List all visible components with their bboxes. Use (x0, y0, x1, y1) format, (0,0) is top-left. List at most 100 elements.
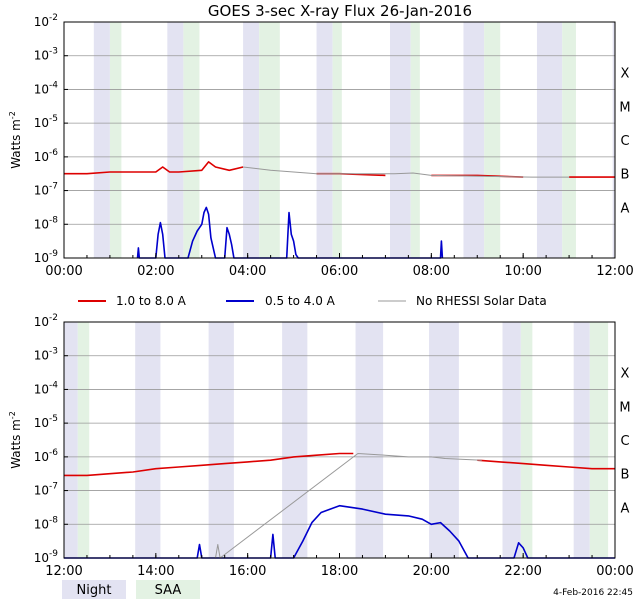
night-band (316, 22, 333, 258)
night-band (135, 322, 161, 558)
flare-class-label: B (621, 168, 630, 183)
y-tick-label: 10-2 (34, 313, 58, 329)
night-swatch (62, 580, 126, 599)
top-panel: 10-2 10-3 10-4 10-5 10-6 10-7 10-8 10-9 00:00 02… (8, 13, 634, 279)
x-tick-label: 00:00 (596, 564, 633, 579)
flare-class-label: C (620, 434, 629, 449)
x-tick-label: 12:00 (596, 264, 633, 279)
night-band (612, 22, 615, 258)
y-axis-label-exp: -2 (8, 411, 17, 419)
y-tick-label: 10-9 (34, 249, 59, 265)
saa-band (332, 22, 342, 258)
flare-class-label: C (620, 134, 629, 149)
x-tick-label: 02:00 (137, 264, 174, 279)
y-tick-label: 10-2 (34, 13, 58, 29)
saa-band (520, 322, 533, 558)
series-line-no-rhessi (215, 453, 482, 559)
flare-class-label: M (619, 100, 630, 115)
night-band (390, 22, 411, 258)
x-tick-label: 08:00 (413, 264, 450, 279)
night-band (208, 322, 234, 558)
top-panel-bands (93, 22, 615, 258)
y-tick-label: 10-8 (34, 515, 59, 531)
y-tick-label: 10-6 (34, 148, 59, 164)
y-tick-label: 10-5 (34, 114, 58, 130)
y-tick-label: 10-8 (34, 215, 59, 231)
x-tick-label: 22:00 (504, 564, 541, 579)
y-tick-label: 10-3 (34, 47, 58, 63)
saa-band (109, 22, 122, 258)
night-band (355, 322, 384, 558)
flare-class-label: X (621, 367, 630, 382)
y-axis-label-exp: -2 (8, 111, 17, 119)
legend-label-long: 1.0 to 8.0 A (116, 294, 187, 308)
night-band (463, 22, 485, 258)
x-tick-label: 20:00 (413, 564, 450, 579)
legend-label-short: 0.5 to 4.0 A (265, 294, 336, 308)
y-tick-label: 10-6 (34, 448, 59, 464)
top-panel-y-axis-label: Watts m-2 (8, 111, 23, 169)
night-label: Night (77, 583, 112, 598)
series-line-long (477, 459, 615, 470)
x-tick-label: 12:00 (45, 564, 82, 579)
y-tick-label: 10-7 (34, 182, 58, 198)
night-band (573, 322, 590, 558)
saa-band (562, 22, 576, 258)
legend-label-no-rhessi: No RHESSI Solar Data (416, 294, 547, 308)
flare-class-label: X (621, 67, 630, 82)
y-tick-label: 10-3 (34, 347, 58, 363)
saa-band (183, 22, 200, 258)
x-tick-label: 04:00 (229, 264, 266, 279)
y-tick-label: 10-7 (34, 482, 58, 498)
top-panel-y-ticks: 10-2 10-3 10-4 10-5 10-6 10-7 10-8 10-9 (34, 13, 68, 265)
night-band (167, 22, 184, 258)
bottom-panel-x-ticks: 12:00 14:00 16:00 18:00 20:00 22:00 00:00 (45, 553, 634, 579)
bottom-panel: 10-2 10-3 10-4 10-5 10-6 10-7 10-8 10-9 12:00 14… (8, 313, 634, 579)
night-band (93, 22, 110, 258)
night-band (64, 322, 78, 558)
flare-class-label: A (621, 201, 630, 216)
saa-label: SAA (155, 583, 182, 598)
saa-band (484, 22, 501, 258)
x-tick-label: 10:00 (504, 264, 541, 279)
y-tick-label: 10-9 (34, 549, 59, 565)
series-line-no-rhessi (243, 166, 570, 178)
series-line-long (64, 161, 244, 175)
saa-band (410, 22, 420, 258)
saa-band (259, 22, 280, 258)
series-legend: 1.0 to 8.0 A 0.5 to 4.0 A No RHESSI Sola… (78, 294, 547, 308)
bottom-panel-y-ticks: 10-2 10-3 10-4 10-5 10-6 10-7 10-8 10-9 (34, 313, 68, 565)
x-tick-label: 16:00 (229, 564, 266, 579)
flare-class-label: A (621, 501, 630, 516)
chart-title: GOES 3-sec X-ray Flux 26-Jan-2016 (208, 2, 472, 20)
y-axis-label-base: Watts m (9, 419, 23, 469)
bottom-panel-bands (64, 322, 609, 558)
saa-band (77, 322, 90, 558)
y-tick-label: 10-5 (34, 414, 58, 430)
x-tick-label: 14:00 (137, 564, 174, 579)
saa-swatch (136, 580, 200, 599)
night-band (429, 322, 459, 558)
bottom-panel-flare-classes: X M C B A (619, 367, 630, 517)
series-line-long (64, 452, 354, 477)
y-axis-label-base: Watts m (9, 119, 23, 169)
saa-band (589, 322, 609, 558)
band-legend: Night SAA (62, 580, 200, 599)
flare-class-label: B (621, 468, 630, 483)
x-tick-label: 18:00 (321, 564, 358, 579)
footer-timestamp: 4-Feb-2016 22:45 (553, 588, 633, 598)
night-band (536, 22, 563, 258)
night-band (282, 322, 308, 558)
top-panel-x-ticks: 00:00 02:00 04:00 06:00 08:00 10:00 12:00 (45, 253, 634, 279)
x-tick-label: 06:00 (321, 264, 358, 279)
flare-class-label: M (619, 400, 630, 415)
y-tick-label: 10-4 (34, 80, 59, 96)
night-band (243, 22, 260, 258)
bottom-panel-y-axis-label: Watts m-2 (8, 411, 23, 469)
top-panel-flare-classes: X M C B A (619, 67, 630, 217)
top-panel-series (64, 161, 615, 259)
night-band (502, 322, 521, 558)
series-line-short (136, 206, 444, 259)
y-tick-label: 10-4 (34, 380, 59, 396)
